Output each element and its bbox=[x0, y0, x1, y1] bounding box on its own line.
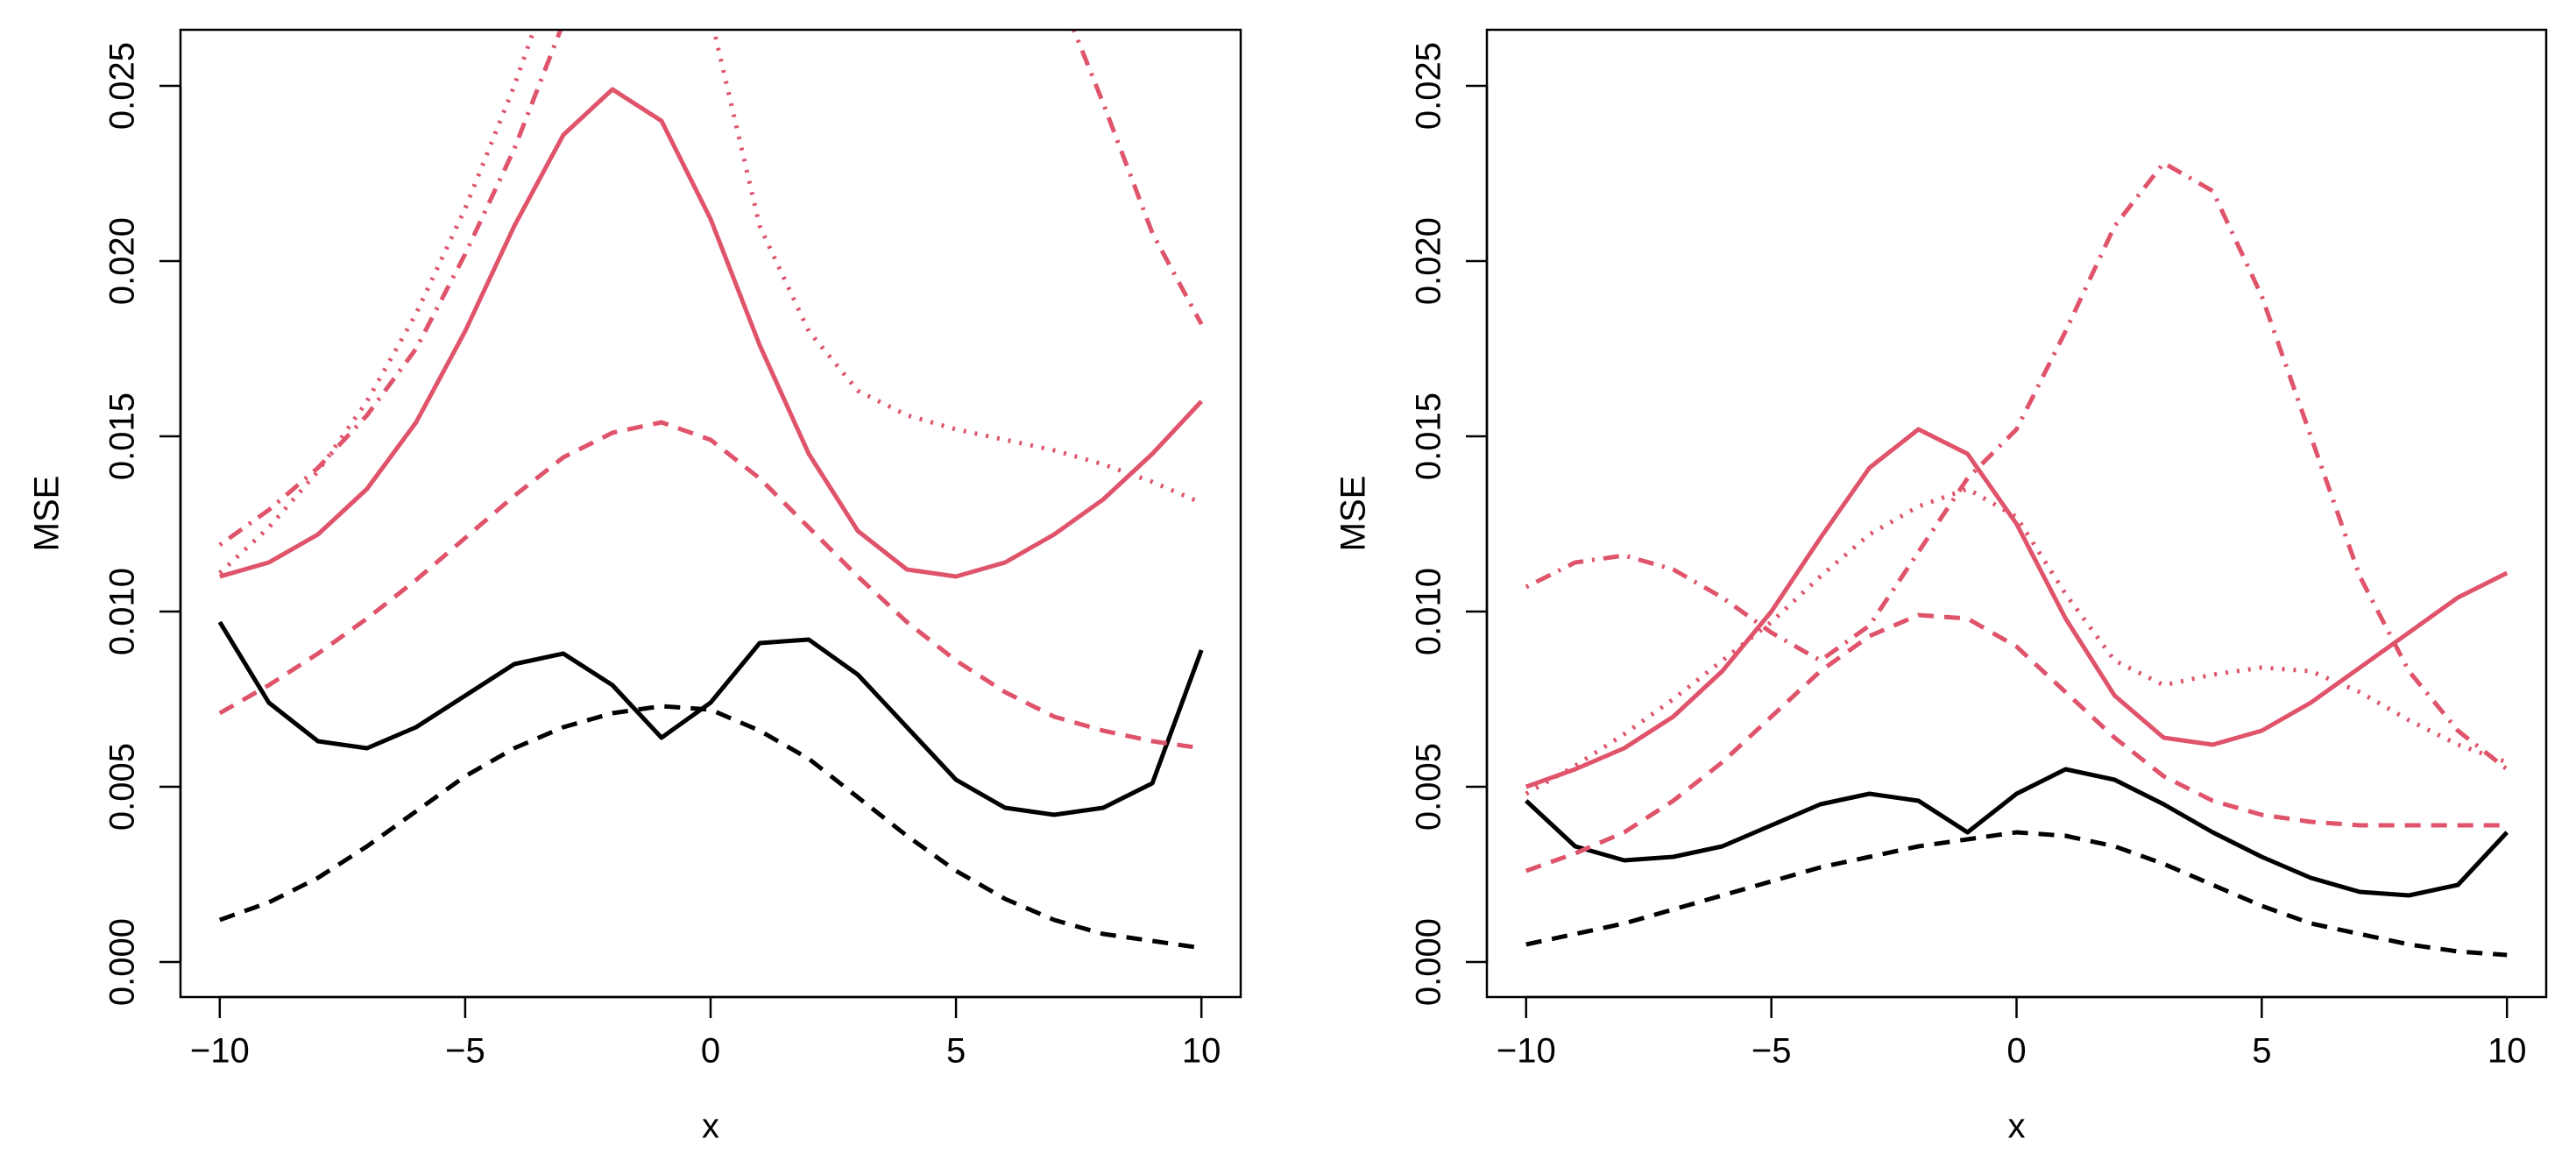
x-tick-label: 10 bbox=[1182, 1032, 1221, 1071]
series-line bbox=[1525, 486, 2509, 796]
series-line bbox=[218, 30, 1204, 548]
series-line bbox=[218, 420, 1202, 751]
series-line bbox=[219, 87, 1204, 579]
series-line bbox=[1525, 160, 2509, 771]
lines bbox=[217, 30, 1204, 951]
x-tick-label: 5 bbox=[946, 1032, 966, 1071]
x-tick-label: −5 bbox=[1752, 1032, 1792, 1071]
series-line bbox=[1525, 427, 2509, 789]
y-tick-label: 0.005 bbox=[103, 743, 142, 831]
panel: −10 −5 0 5 10 0.000 0.005 0.010 0.015 0.020 0.025 x… bbox=[28, 28, 1242, 1146]
series-line bbox=[1525, 830, 2508, 958]
y-tick-label: 0.025 bbox=[103, 42, 142, 130]
y-tick-label: 0.015 bbox=[1410, 393, 1448, 480]
series-line bbox=[217, 620, 1204, 817]
y-axis-label: MSE bbox=[1334, 476, 1373, 552]
x-tick-label: 0 bbox=[701, 1032, 720, 1071]
x-tick-label: −10 bbox=[1497, 1032, 1556, 1071]
y-tick-label: 0.010 bbox=[1410, 568, 1448, 655]
y-tick-label: 0.015 bbox=[103, 393, 142, 480]
x-tick-label: −5 bbox=[445, 1032, 485, 1071]
y-tick-label: 0.020 bbox=[103, 217, 142, 305]
x-tick-label: 10 bbox=[2488, 1032, 2527, 1071]
x-axis-label: x bbox=[2008, 1107, 2026, 1146]
x-tick-label: 5 bbox=[2252, 1032, 2271, 1071]
series-line bbox=[1525, 767, 2509, 898]
y-tick-label: 0.020 bbox=[1410, 217, 1448, 305]
plot-box bbox=[1485, 28, 2548, 999]
y-tick-label: 0.010 bbox=[103, 568, 142, 655]
y-tick-label: 0.000 bbox=[1410, 918, 1448, 1006]
series-line bbox=[1525, 612, 2508, 873]
y-tick-label: 0.025 bbox=[1410, 42, 1448, 130]
panel: −10 −5 0 5 10 0.000 0.005 0.010 0.015 0.020 0.025 x… bbox=[1334, 28, 2548, 1146]
x-axis-label: x bbox=[702, 1107, 719, 1146]
x-tick-label: −10 bbox=[190, 1032, 250, 1071]
y-tick-label: 0.005 bbox=[1410, 743, 1448, 831]
series-line bbox=[218, 704, 1202, 951]
lines bbox=[1525, 160, 2509, 958]
y-tick-label: 0.000 bbox=[103, 918, 142, 1006]
x-tick-label: 0 bbox=[2006, 1032, 2026, 1071]
y-axis-label: MSE bbox=[28, 476, 67, 552]
